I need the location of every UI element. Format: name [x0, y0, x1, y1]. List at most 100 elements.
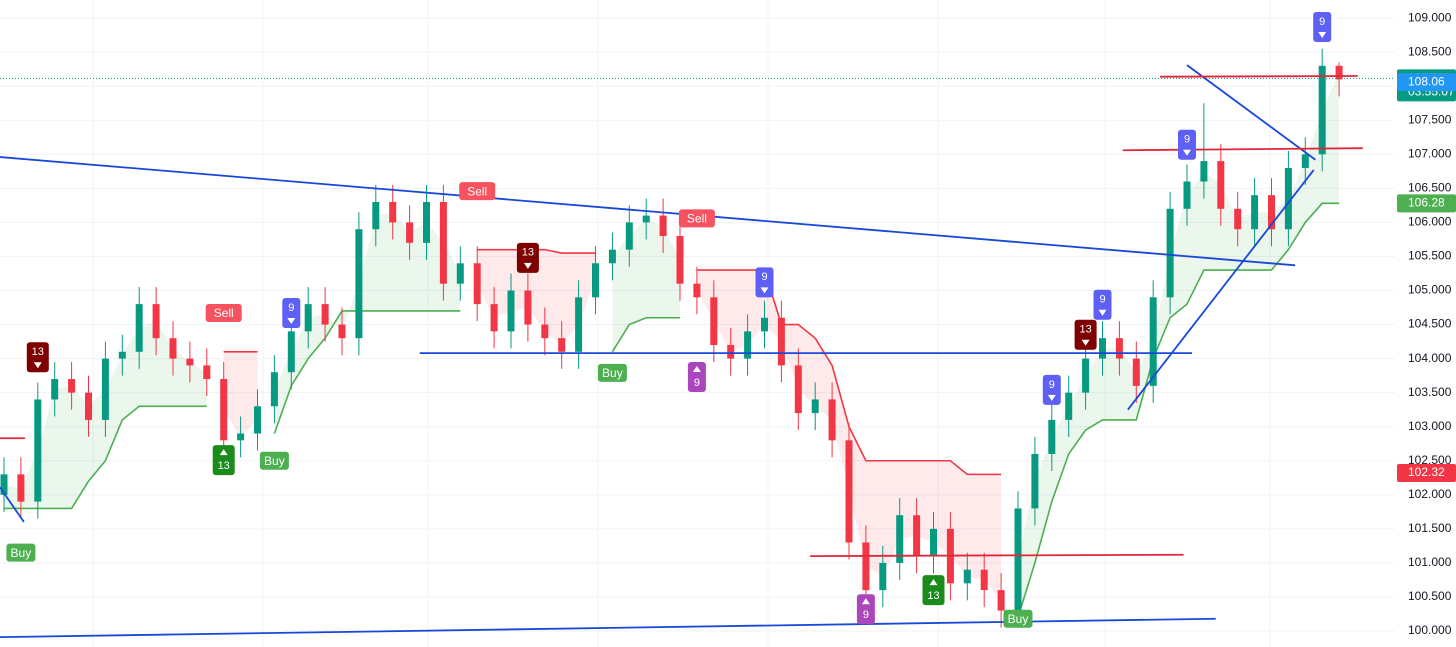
- candle-body: [1217, 161, 1225, 209]
- y-tick-label: 100.500: [1408, 589, 1452, 603]
- candle-body: [321, 304, 329, 325]
- trend-line: [4, 202, 1340, 618]
- signal-label: 13: [32, 346, 44, 358]
- price-tag-label: 106.28: [1408, 196, 1445, 210]
- signal: Buy: [597, 363, 627, 382]
- candle-body: [68, 379, 76, 393]
- y-tick-label: 102.000: [1408, 487, 1452, 501]
- signal-arrow: [861, 598, 870, 605]
- candle-body: [456, 263, 464, 284]
- signal-box: [1093, 289, 1112, 320]
- candle-body: [1082, 358, 1090, 393]
- trendline: [0, 156, 1296, 267]
- signal: Sell: [205, 303, 242, 322]
- signal-arrow: [1318, 31, 1327, 38]
- signal-box: [678, 209, 715, 228]
- signal-arrow: [219, 449, 228, 456]
- signal-label: 9: [863, 609, 869, 621]
- price-tag: [1397, 73, 1456, 92]
- candle-body: [828, 399, 836, 441]
- signal: 9: [1093, 289, 1112, 320]
- signal-label: 9: [1319, 16, 1325, 28]
- candle-body: [1284, 167, 1292, 230]
- signal: Sell: [459, 182, 496, 201]
- candle-body: [710, 297, 718, 345]
- signal: 9: [282, 297, 301, 328]
- candle-body: [389, 201, 397, 223]
- signal: Buy: [6, 543, 36, 562]
- candle-body: [693, 283, 701, 298]
- candle-body: [287, 331, 295, 373]
- signal-label: Sell: [687, 211, 707, 225]
- signal-arrow: [1183, 149, 1191, 156]
- candle-body: [17, 474, 25, 502]
- y-tick-label: 109.000: [1408, 10, 1452, 24]
- signal-label: 9: [1184, 134, 1190, 146]
- signal-box: [26, 342, 49, 373]
- candle-body: [811, 399, 819, 414]
- signal: Buy: [259, 451, 289, 470]
- candle-body: [592, 263, 599, 298]
- signal-box: [516, 242, 539, 273]
- signal-label: 13: [927, 590, 939, 602]
- signal: 13: [516, 242, 539, 273]
- candle-body: [1014, 508, 1022, 611]
- candle-body: [608, 249, 616, 264]
- price-tag-label: 102.32: [1408, 465, 1445, 479]
- y-tick-label: 103.500: [1408, 385, 1452, 399]
- signal-label: 13: [1079, 324, 1091, 336]
- signal: 13: [212, 445, 235, 476]
- candle-body: [845, 440, 853, 543]
- signal-box: [212, 445, 235, 476]
- signal-box: [687, 361, 706, 392]
- trendline: [1159, 75, 1358, 78]
- signal-box: [6, 543, 36, 562]
- y-tick-label: 103.000: [1408, 419, 1452, 433]
- candle-body: [777, 317, 785, 366]
- signal: 9: [687, 361, 706, 392]
- y-tick-label: 101.000: [1408, 555, 1452, 569]
- y-tick-label: 107.000: [1408, 146, 1452, 160]
- candles: [0, 48, 1343, 628]
- signal-box: [597, 363, 627, 382]
- signal-box: [282, 297, 301, 328]
- y-tick-label: 101.500: [1408, 521, 1452, 535]
- candle-body: [186, 358, 194, 366]
- candle-body: [1301, 154, 1309, 168]
- candle-body: [1099, 338, 1106, 359]
- horizontal-grid: [0, 17, 1395, 632]
- candle-body: [541, 324, 549, 339]
- candle-body: [1200, 161, 1208, 182]
- candle-body: [1268, 195, 1275, 230]
- candle-body: [304, 304, 312, 332]
- candle-body: [862, 542, 870, 591]
- signal: 9: [1313, 11, 1332, 42]
- candle-body: [744, 331, 752, 359]
- candle-body: [406, 222, 414, 243]
- signal-label: 13: [522, 247, 534, 259]
- trendline: [1127, 169, 1315, 411]
- candle-body: [338, 324, 346, 339]
- signal-arrow: [1081, 339, 1090, 346]
- candle-body: [1318, 65, 1326, 155]
- candle-body: [473, 263, 481, 305]
- signal-label: 13: [218, 460, 230, 472]
- y-tick-label: 104.500: [1408, 317, 1452, 331]
- candle-body: [135, 304, 143, 352]
- candle-body: [51, 379, 59, 400]
- candle-body: [879, 562, 887, 591]
- candle-body: [270, 372, 278, 407]
- candle-body: [575, 297, 583, 352]
- signal-arrow: [929, 579, 938, 586]
- signal-box: [1074, 319, 1097, 350]
- candle-body: [1065, 392, 1073, 420]
- signal: Sell: [678, 209, 715, 228]
- signal-arrow: [33, 362, 42, 369]
- candle-body: [101, 358, 109, 420]
- y-tick-label: 108.500: [1408, 44, 1452, 58]
- candle-body: [1335, 65, 1343, 80]
- candle-body: [507, 290, 515, 332]
- candle-body: [727, 344, 735, 359]
